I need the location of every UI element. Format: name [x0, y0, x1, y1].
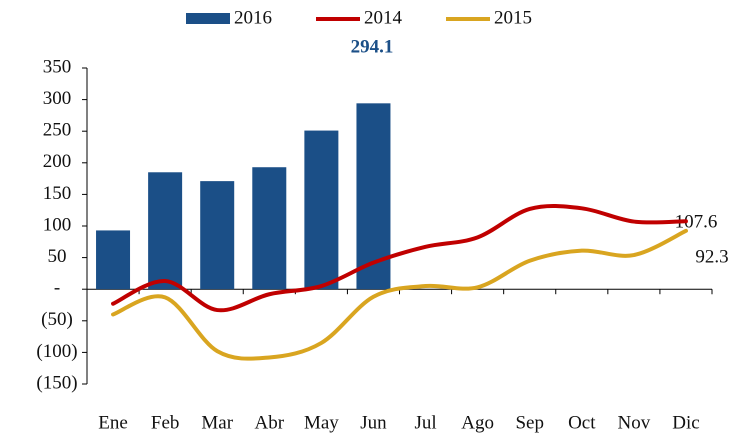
- y-tick-label: 150: [43, 183, 72, 204]
- y-tick-label: (100): [36, 341, 77, 362]
- legend-label: 2015: [494, 7, 532, 28]
- line: [111, 204, 688, 313]
- legend-label: 2014: [364, 7, 403, 28]
- bar: [96, 230, 131, 290]
- y-tick-label: -: [54, 278, 60, 299]
- x-tick-label: Nov: [618, 412, 651, 433]
- data-label: 107.6: [675, 211, 718, 232]
- y-tick-label: 100: [43, 214, 72, 235]
- bar: [252, 167, 287, 290]
- data-label: 294.1: [351, 36, 394, 57]
- y-tick-label: 250: [43, 120, 72, 141]
- y-tick-label: (50): [41, 309, 73, 330]
- y-tick-label: (150): [36, 372, 77, 393]
- bar: [304, 130, 339, 290]
- legend-swatch: [186, 13, 230, 24]
- x-tick-label: Mar: [201, 412, 233, 433]
- x-tick-label: Ene: [98, 412, 128, 433]
- x-tick-label: Feb: [151, 412, 180, 433]
- x-tick-label: Jun: [360, 412, 387, 433]
- bar: [200, 181, 235, 290]
- y-tick-label: 300: [43, 88, 72, 109]
- x-tick-label: Dic: [672, 412, 699, 433]
- x-tick-label: Ago: [461, 412, 494, 433]
- y-tick-label: 200: [43, 151, 72, 172]
- x-tick-label: Abr: [255, 412, 285, 433]
- y-tick-label: 350: [43, 56, 72, 77]
- x-tick-label: Jul: [414, 412, 436, 433]
- x-tick-label: Oct: [568, 412, 596, 433]
- line: [111, 228, 688, 361]
- legend-label: 2016: [234, 7, 272, 28]
- data-label: 92.3: [695, 246, 728, 267]
- x-tick-label: May: [304, 412, 339, 433]
- bar: [148, 172, 183, 290]
- x-tick-label: Sep: [515, 412, 544, 433]
- y-tick-label: 50: [48, 246, 67, 267]
